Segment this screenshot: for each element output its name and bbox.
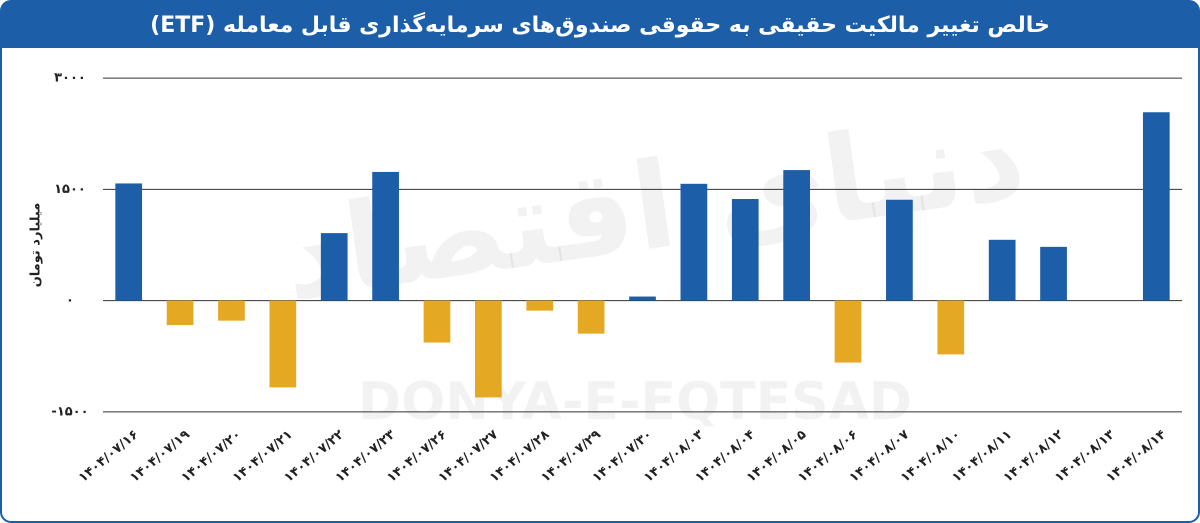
bar — [218, 300, 245, 321]
y-tick-label: ۱۵۰۰ — [54, 182, 86, 197]
bar — [320, 233, 348, 301]
bar — [1142, 112, 1170, 301]
y-tick-label: ۰ — [66, 293, 74, 308]
y-tick-label: ۳۰۰۰ — [54, 71, 86, 86]
y-tick-label: -۱۵۰۰ — [51, 404, 88, 419]
bar — [372, 171, 399, 301]
bar — [577, 300, 605, 334]
bar — [1040, 246, 1067, 301]
bar — [474, 300, 502, 398]
bar — [731, 199, 759, 301]
bar — [783, 170, 811, 301]
y-axis-label: میلیارد تومان — [29, 203, 44, 288]
header — [1, 1, 1199, 48]
bar — [834, 300, 862, 363]
bar — [886, 199, 913, 301]
bar — [166, 300, 194, 326]
bar — [526, 300, 554, 311]
watermark: DONYA-E-EQTESAD — [358, 372, 912, 432]
bar — [423, 300, 451, 343]
chart-title: خالص تغییر مالکیت حقیقی به حقوقی صندوق‌ه… — [150, 11, 1050, 38]
bar — [680, 183, 708, 301]
bar — [269, 300, 297, 388]
bar — [937, 300, 965, 355]
bar — [115, 183, 143, 301]
bar — [629, 296, 656, 301]
bar — [988, 239, 1016, 301]
